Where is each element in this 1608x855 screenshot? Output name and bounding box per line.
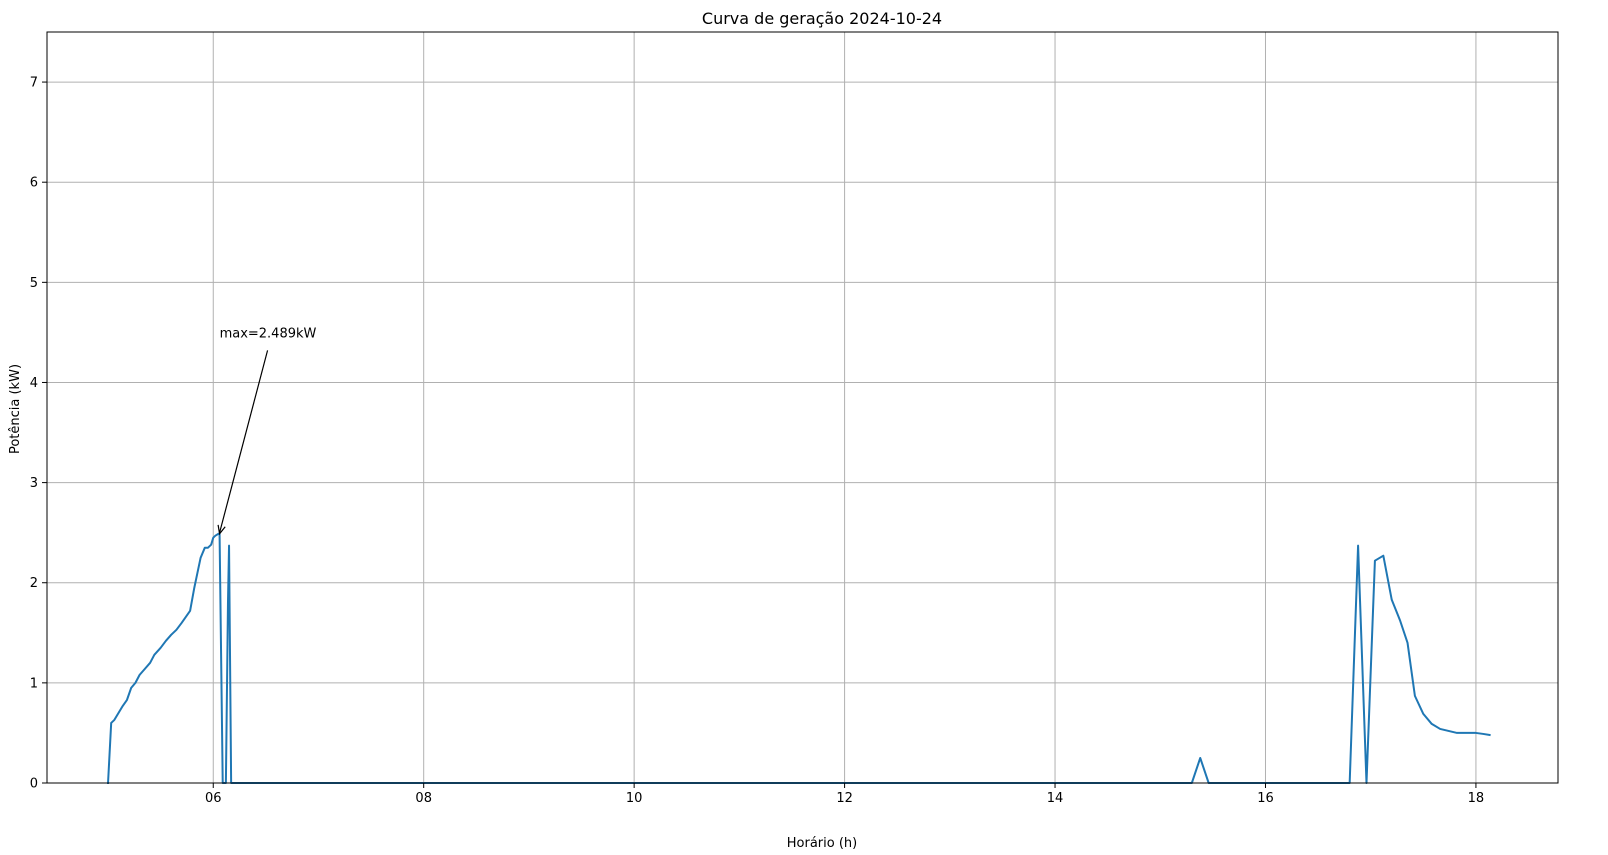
x-tick-label: 16 — [1257, 791, 1274, 806]
x-tick-label: 12 — [836, 791, 853, 806]
x-tick-label: 10 — [626, 791, 643, 806]
x-tick-label: 18 — [1468, 791, 1485, 806]
y-tick-label: 2 — [30, 576, 38, 591]
axes-frame — [46, 31, 1559, 784]
x-tick-label: 14 — [1047, 791, 1064, 806]
annotation-arrow-head — [217, 524, 226, 536]
y-tick-label: 3 — [30, 476, 38, 491]
y-tick-label: 4 — [30, 376, 38, 391]
y-tick-label: 0 — [30, 777, 38, 792]
x-tick-label: 06 — [205, 791, 222, 806]
plot-area-border — [46, 31, 1559, 784]
y-tick-label: 5 — [30, 276, 38, 291]
series-layer — [106, 532, 1491, 785]
x-axis-ticks: 06 08 10 12 14 16 18 — [205, 783, 1484, 806]
chart-title: Curva de geração 2024-10-24 — [702, 9, 942, 28]
y-tick-label: 6 — [30, 176, 38, 191]
x-axis-label: Horário (h) — [787, 836, 857, 851]
y-axis-label: Potência (kW) — [8, 364, 23, 454]
annotation-arrow-line — [218, 350, 269, 533]
series-line-0 — [106, 532, 1491, 785]
grid — [47, 32, 1558, 784]
y-axis-ticks: 0 1 2 3 4 5 6 7 — [30, 76, 47, 792]
x-tick-label: 08 — [415, 791, 432, 806]
annotation-text: max=2.489kW — [220, 326, 317, 341]
y-tick-label: 1 — [30, 676, 38, 691]
y-tick-label: 7 — [30, 76, 38, 91]
max-annotation: max=2.489kW — [217, 326, 317, 536]
